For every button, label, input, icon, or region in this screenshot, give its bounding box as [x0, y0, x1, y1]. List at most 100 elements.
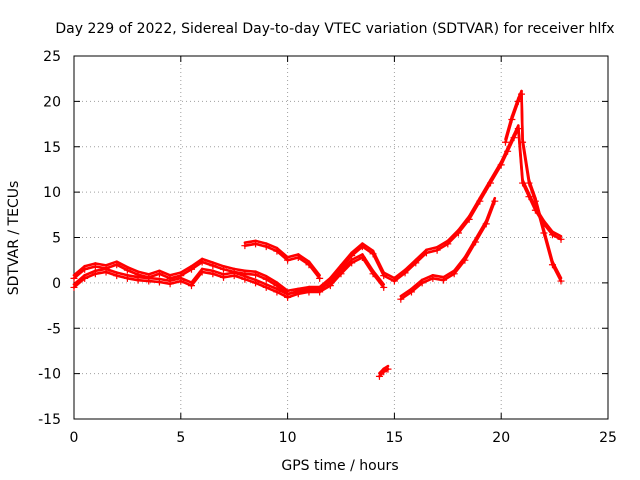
series-segment: [551, 263, 563, 283]
data-point: [81, 274, 89, 282]
series-segment: [254, 281, 268, 289]
series-segment: [126, 268, 140, 276]
series-segment: [72, 265, 86, 277]
series-segment: [136, 275, 151, 280]
series-segment: [222, 265, 236, 271]
series-segment: [371, 269, 385, 286]
data-point: [337, 270, 345, 278]
data-point: [472, 238, 480, 246]
data-point: [548, 231, 556, 239]
series-segment: [275, 281, 289, 293]
series-segment: [542, 219, 554, 234]
y-tick-label: -15: [38, 412, 61, 428]
data-point: [540, 229, 548, 237]
data-point: [380, 272, 388, 280]
data-point: [397, 295, 405, 303]
series-segment: [457, 218, 471, 235]
data-series-6: [375, 364, 392, 380]
data-point: [294, 290, 302, 298]
series-segment: [329, 269, 343, 284]
grid-lines: [74, 56, 608, 419]
data-point: [390, 277, 398, 285]
series-segment: [275, 249, 289, 262]
series-segment: [72, 277, 86, 289]
series-segment: [339, 261, 353, 276]
series-segment: [190, 267, 204, 284]
series-segment: [158, 277, 172, 283]
series-segment: [232, 271, 247, 278]
series-segment: [318, 284, 332, 294]
series-segment: [361, 245, 375, 256]
series-segment: [542, 228, 554, 263]
series-segment: [527, 192, 537, 209]
series-segment: [542, 222, 554, 237]
series-segment: [254, 278, 268, 286]
series-segment: [136, 270, 151, 276]
data-point: [454, 229, 462, 237]
series-segment: [414, 251, 428, 265]
series-segment: [190, 257, 204, 268]
data-series-4: [397, 196, 499, 303]
data-point: [102, 268, 110, 276]
series-segment: [350, 242, 364, 254]
series-segment: [243, 274, 257, 282]
data-point: [504, 147, 512, 155]
x-axis-label: GPS time / hours: [281, 458, 398, 474]
series-segment: [275, 290, 289, 299]
series-segment: [420, 277, 435, 285]
data-point: [187, 282, 195, 290]
series-segment: [168, 276, 183, 283]
data-point: [348, 259, 356, 267]
x-tick-label: 25: [599, 430, 617, 446]
data-point: [305, 261, 313, 269]
series-segment: [254, 270, 268, 278]
series-segment: [158, 272, 172, 280]
series-segment: [179, 279, 193, 287]
series-segment: [243, 269, 257, 273]
data-point: [531, 197, 539, 205]
data-point: [262, 243, 270, 251]
series-segment: [286, 289, 300, 296]
data-point: [252, 279, 260, 287]
series-segment: [179, 265, 193, 274]
series-segment: [339, 258, 353, 273]
data-point: [70, 274, 78, 282]
y-tick-label: 25: [43, 49, 61, 65]
series-segment: [297, 253, 311, 263]
data-point: [91, 270, 99, 278]
data-point: [519, 138, 527, 146]
series-segment: [254, 273, 268, 281]
data-point: [252, 271, 260, 279]
series-segment: [264, 277, 279, 287]
data-point: [444, 240, 452, 248]
data-point: [262, 283, 270, 291]
series-segment: [168, 271, 183, 277]
series-segment: [484, 196, 497, 223]
series-segment: [179, 276, 193, 284]
series-segment: [521, 178, 531, 195]
y-tick-label: 20: [43, 94, 61, 110]
data-point: [429, 274, 437, 282]
series-segment: [72, 268, 86, 280]
data-point: [326, 282, 334, 290]
y-tick-label: -10: [38, 367, 61, 383]
data-point: [510, 134, 518, 142]
data-point: [369, 250, 377, 258]
series-segment: [222, 271, 236, 276]
data-point: [113, 261, 121, 269]
series-segment: [158, 269, 172, 277]
series-segment: [104, 270, 118, 277]
series-segment: [104, 267, 118, 274]
series-segment: [551, 233, 563, 241]
data-point: [418, 279, 426, 287]
series-segment: [94, 262, 108, 267]
series-segment: [371, 272, 385, 289]
series-segment: [393, 271, 407, 283]
series-segment: [275, 287, 289, 296]
data-series-3: [241, 239, 324, 282]
data-point: [358, 253, 366, 261]
data-point: [497, 161, 505, 169]
series-segment: [534, 196, 546, 232]
data-point: [375, 372, 383, 380]
